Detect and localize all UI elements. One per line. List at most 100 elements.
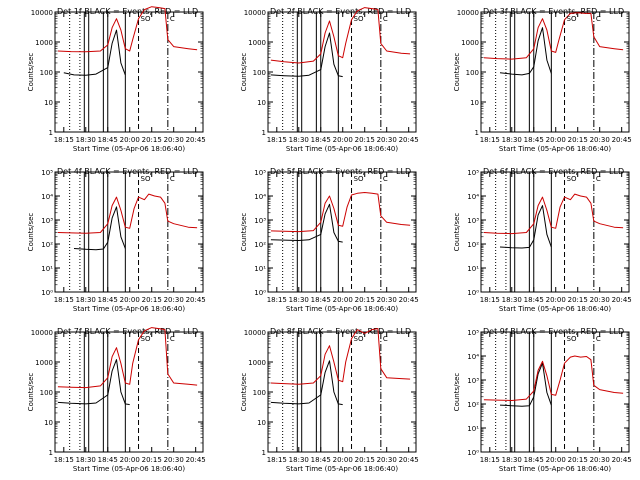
- plot-frame: [480, 171, 630, 293]
- y-tick-label: 1000: [35, 39, 53, 47]
- x-tick-label: 20:45: [612, 296, 632, 304]
- y-tick-label: 1000: [461, 39, 479, 47]
- y-axis-label: Counts/sec: [240, 53, 248, 92]
- y-tick-label: 10⁵: [41, 169, 53, 177]
- plot-frame: [54, 11, 204, 133]
- x-tick-label: 20:15: [355, 296, 375, 304]
- x-tick-label: 20:30: [590, 136, 610, 144]
- series-events: [63, 29, 126, 76]
- x-tick-label: 20:00: [120, 136, 140, 144]
- x-tick-label: 20:15: [568, 136, 588, 144]
- y-tick-label: 10¹: [41, 265, 53, 273]
- y-tick-label: 10⁵: [467, 169, 479, 177]
- x-tick-label: 18:30: [76, 456, 96, 464]
- x-tick-label: 20:15: [142, 296, 162, 304]
- x-tick-label: 20:00: [546, 296, 566, 304]
- x-tick-label: 20:45: [399, 296, 419, 304]
- x-axis-label: Start Time (05-Apr-06 18:06:40): [286, 145, 398, 153]
- series-events: [270, 32, 343, 78]
- y-axis-label: Counts/sec: [453, 53, 461, 92]
- annotation-label: SO: [141, 15, 151, 23]
- x-tick-label: 18:45: [311, 296, 331, 304]
- y-tick-label: 10: [44, 99, 53, 107]
- series-lld: [270, 7, 411, 64]
- series-events: [73, 206, 126, 251]
- x-tick-label: 18:15: [54, 456, 74, 464]
- y-tick-label: 10000: [457, 9, 479, 17]
- x-tick-label: 18:15: [267, 136, 287, 144]
- plot-frame: [267, 11, 417, 133]
- x-tick-label: 20:30: [164, 296, 184, 304]
- y-tick-label: 100: [253, 389, 266, 397]
- annotation-label: C: [383, 175, 388, 183]
- y-tick-label: 10¹: [254, 265, 266, 273]
- y-tick-label: 10⁴: [467, 353, 479, 361]
- y-tick-label: 10: [257, 419, 266, 427]
- y-tick-label: 10⁴: [254, 193, 266, 201]
- annotation-label: SO: [354, 335, 364, 343]
- x-tick-label: 20:30: [377, 296, 397, 304]
- chart-title: Det 2f BLACK = Events, RED = LLD: [270, 7, 411, 16]
- y-tick-label: 1: [262, 449, 266, 457]
- y-tick-label: 10²: [467, 401, 479, 409]
- x-tick-label: 18:15: [480, 456, 500, 464]
- x-tick-label: 20:15: [568, 296, 588, 304]
- x-tick-label: 20:00: [546, 136, 566, 144]
- x-tick-label: 18:45: [98, 296, 118, 304]
- x-tick-label: 18:30: [289, 296, 309, 304]
- x-axis-label: Start Time (05-Apr-06 18:06:40): [73, 465, 185, 473]
- x-axis-label: Start Time (05-Apr-06 18:06:40): [499, 465, 611, 473]
- y-tick-label: 10³: [254, 217, 266, 225]
- x-tick-label: 20:30: [590, 296, 610, 304]
- y-tick-label: 10⁰: [254, 289, 266, 297]
- x-tick-label: 18:45: [524, 296, 544, 304]
- annotation-label: C: [596, 335, 601, 343]
- annotation-label: C: [170, 175, 175, 183]
- plot-frame: [54, 331, 204, 453]
- x-tick-label: 20:30: [164, 456, 184, 464]
- y-tick-label: 100: [40, 389, 53, 397]
- y-tick-label: 10³: [467, 217, 479, 225]
- annotation-label: C: [170, 15, 175, 23]
- annotation-label: SO: [141, 335, 151, 343]
- annotation-label: C: [383, 335, 388, 343]
- x-tick-label: 20:45: [186, 296, 206, 304]
- x-axis-label: Start Time (05-Apr-06 18:06:40): [286, 305, 398, 313]
- x-tick-label: 18:45: [98, 456, 118, 464]
- y-tick-label: 10⁵: [254, 169, 266, 177]
- x-tick-label: 18:45: [311, 456, 331, 464]
- y-tick-label: 1: [262, 129, 266, 137]
- x-tick-label: 20:15: [142, 456, 162, 464]
- x-tick-label: 18:30: [502, 296, 522, 304]
- x-tick-label: 18:15: [267, 296, 287, 304]
- series-events: [499, 362, 552, 407]
- x-tick-label: 20:45: [186, 456, 206, 464]
- chart-title: Det 8f BLACK = Events, RED = LLD: [270, 327, 411, 336]
- y-tick-label: 10⁰: [41, 289, 53, 297]
- y-axis-label: Counts/sec: [240, 373, 248, 412]
- x-tick-label: 18:45: [524, 456, 544, 464]
- x-tick-label: 20:45: [399, 456, 419, 464]
- series-lld: [270, 328, 411, 385]
- x-axis-label: Start Time (05-Apr-06 18:06:40): [499, 305, 611, 313]
- y-tick-label: 10²: [467, 241, 479, 249]
- annotation-label: SO: [354, 175, 364, 183]
- plot-frame: [480, 11, 630, 133]
- y-tick-label: 10¹: [467, 265, 479, 273]
- chart-title: Det 7f BLACK = Events, RED = LLD: [57, 327, 198, 336]
- x-tick-label: 18:15: [54, 296, 74, 304]
- x-axis-label: Start Time (05-Apr-06 18:06:40): [499, 145, 611, 153]
- series-events: [57, 359, 130, 406]
- x-tick-label: 20:00: [546, 456, 566, 464]
- panel-5: Det 5f BLACK = Events, RED = LLD 10⁰ 10¹ 10…: [240, 167, 419, 313]
- series-lld: [483, 193, 624, 235]
- panel-2: Det 2f BLACK = Events, RED = LLD 1 10 100 10…: [240, 7, 419, 153]
- x-tick-label: 20:15: [355, 456, 375, 464]
- y-tick-label: 1: [49, 449, 53, 457]
- y-axis-label: Counts/sec: [27, 373, 35, 412]
- x-axis-label: Start Time (05-Apr-06 18:06:40): [73, 145, 185, 153]
- panel-4: Det 4f BLACK = Events, RED = LLD 10⁰ 10¹ 10…: [27, 167, 206, 313]
- y-tick-label: 10⁵: [467, 329, 479, 337]
- x-tick-label: 18:30: [289, 136, 309, 144]
- x-tick-label: 20:15: [142, 136, 162, 144]
